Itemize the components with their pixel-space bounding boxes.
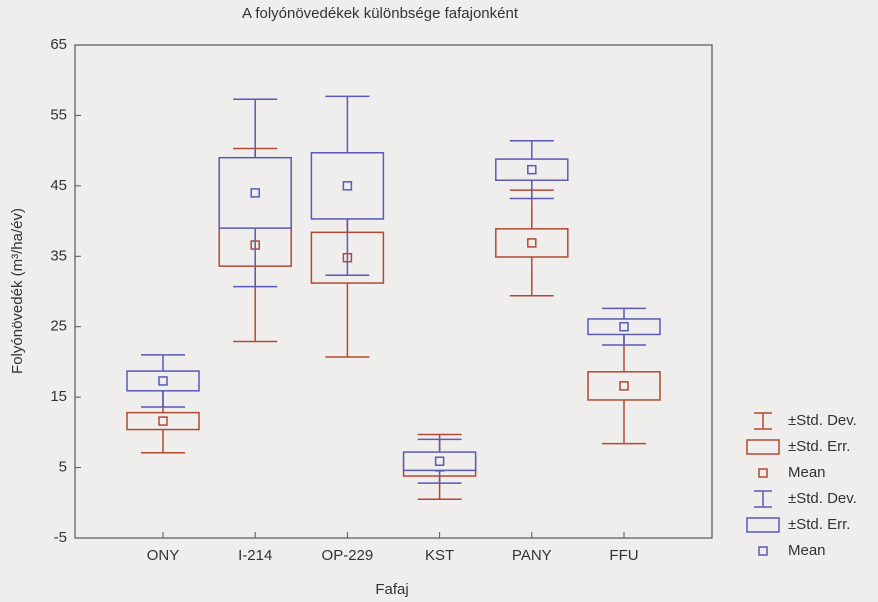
mean-marker bbox=[342, 181, 353, 191]
chart-title: A folyónövedékek különbsége fafajonként bbox=[242, 5, 519, 22]
plot-frame bbox=[74, 44, 713, 539]
mean-marker bbox=[527, 238, 537, 248]
y-axis-label: Folyónövedék (m³/ha/év) bbox=[9, 208, 26, 374]
se-box bbox=[218, 156, 292, 229]
mean-marker bbox=[434, 456, 445, 466]
y-tick-label: 5 bbox=[59, 459, 67, 476]
y-tick-label: 45 bbox=[50, 177, 67, 194]
x-tick-label: PANY bbox=[512, 547, 552, 564]
se-box bbox=[587, 371, 661, 401]
se-box bbox=[587, 318, 661, 336]
mean-marker bbox=[619, 321, 629, 332]
legend-swatch bbox=[758, 468, 768, 478]
legend-swatch bbox=[746, 439, 780, 455]
mean-marker bbox=[619, 381, 629, 391]
se-box bbox=[310, 152, 385, 220]
legend-swatch bbox=[746, 517, 780, 533]
y-tick-label: 25 bbox=[50, 318, 67, 335]
mean-marker bbox=[250, 188, 260, 198]
se-box bbox=[495, 158, 569, 181]
legend-label: ±Std. Err. bbox=[788, 438, 850, 455]
legend-label: Mean bbox=[788, 464, 826, 481]
se-box bbox=[495, 228, 569, 258]
legend-label: ±Std. Dev. bbox=[788, 412, 857, 429]
legend-label: Mean bbox=[788, 542, 826, 559]
mean-marker bbox=[527, 164, 537, 175]
x-tick-label: I-214 bbox=[238, 547, 272, 564]
x-tick-label: FFU bbox=[609, 547, 638, 564]
y-tick-label: -5 bbox=[54, 529, 67, 546]
x-tick-label: KST bbox=[425, 547, 454, 564]
se-box bbox=[402, 451, 477, 472]
mean-marker bbox=[158, 416, 168, 426]
y-tick-label: 55 bbox=[50, 106, 67, 123]
x-axis-label: Fafaj bbox=[375, 581, 408, 598]
legend-swatch bbox=[758, 546, 768, 556]
y-tick-label: 15 bbox=[50, 388, 67, 405]
legend-label: ±Std. Dev. bbox=[788, 490, 857, 507]
x-tick-label: OP-229 bbox=[322, 547, 374, 564]
y-tick-label: 35 bbox=[50, 247, 67, 264]
mean-marker bbox=[158, 376, 168, 386]
se-box bbox=[126, 370, 200, 392]
y-tick-label: 65 bbox=[50, 36, 67, 53]
x-tick-label: ONY bbox=[147, 547, 180, 564]
se-box bbox=[126, 411, 200, 431]
legend-label: ±Std. Err. bbox=[788, 516, 850, 533]
